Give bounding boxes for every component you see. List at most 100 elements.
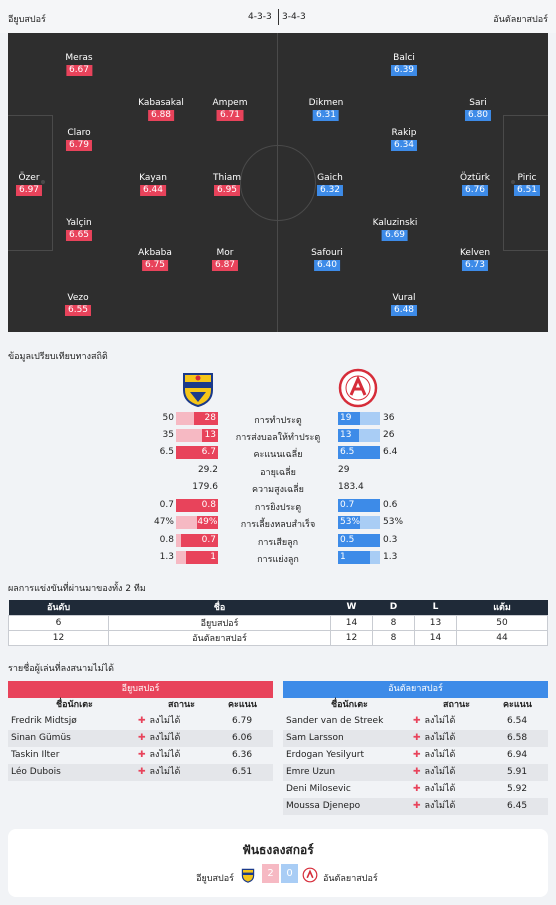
home-bar-fill: 6.7 bbox=[176, 446, 218, 459]
home-player[interactable]: Meras 6.67 bbox=[65, 52, 93, 76]
player-name: Kaluzinski bbox=[372, 218, 418, 228]
home-player[interactable]: Kayan 6.44 bbox=[139, 172, 167, 196]
player-rating: 6.51 bbox=[232, 767, 253, 777]
injury-cross-icon: ✚ bbox=[413, 733, 421, 743]
player-status: ลงไม่ได้ bbox=[424, 716, 456, 726]
player-rating: 6.80 bbox=[464, 110, 492, 121]
away-player[interactable]: Balci 6.39 bbox=[390, 52, 418, 76]
stat-label: การยิงประตู bbox=[254, 503, 302, 513]
lineup-header: อียูบสปอร์ 4-3-3 3-4-3 อันตัลยาสปอร์ bbox=[0, 0, 556, 33]
home-bar: 49% bbox=[176, 516, 218, 529]
list-item[interactable]: Léo Dubois ✚ ลงไม่ได้ 6.51 bbox=[8, 764, 273, 781]
home-bar-fill: 0.7 bbox=[181, 534, 218, 547]
home-player[interactable]: Ampem 6.71 bbox=[213, 97, 247, 121]
cell-points: 44 bbox=[456, 629, 548, 646]
home-avg: 6.5 bbox=[159, 447, 174, 457]
home-avg: 47% bbox=[153, 517, 174, 527]
away-bar: 1 bbox=[338, 551, 380, 564]
stat-row: 47% 49% การเลี้ยงหลบสำเร็จ 53% 53% bbox=[0, 516, 556, 530]
list-item[interactable]: Fredrik Midtsjø ✚ ลงไม่ได้ 6.79 bbox=[8, 713, 273, 730]
home-predicted-score: 2 bbox=[262, 864, 279, 883]
home-avg: 35 bbox=[162, 430, 174, 440]
away-bar-fill: 19 bbox=[338, 412, 361, 425]
away-player[interactable]: Safouri 6.40 bbox=[311, 247, 343, 271]
stats-section-title: ข้อมูลเปรียบเทียบทางสถิติ bbox=[8, 352, 108, 362]
col-w: W bbox=[330, 600, 373, 615]
away-team-name: อันตัลยาสปอร์ bbox=[493, 15, 548, 25]
home-player[interactable]: Özer 6.97 bbox=[15, 172, 43, 196]
player-rating: 6.58 bbox=[507, 733, 528, 743]
list-item[interactable]: Sander van de Streek ✚ ลงไม่ได้ 6.54 bbox=[283, 713, 548, 730]
away-injury-header: อันตัลยาสปอร์ bbox=[283, 681, 548, 698]
home-bar-fill: 49% bbox=[197, 516, 218, 529]
away-player[interactable]: Öztürk 6.76 bbox=[460, 172, 490, 196]
home-player[interactable]: Claro 6.79 bbox=[65, 127, 93, 151]
col-rank: อันดับ bbox=[8, 600, 109, 615]
player-rating: 6.06 bbox=[232, 733, 253, 743]
cell-d: 8 bbox=[372, 614, 415, 631]
away-avg: 1.3 bbox=[383, 552, 398, 562]
player-rating: 6.97 bbox=[15, 185, 43, 196]
stat-row: 0.7 0.8 การยิงประตู 0.7 0.6 bbox=[0, 499, 556, 513]
home-bar: 6.7 bbox=[176, 446, 218, 459]
away-player[interactable]: Dikmen 6.31 bbox=[309, 97, 343, 121]
list-item[interactable]: Sinan Gümüs ✚ ลงไม่ได้ 6.06 bbox=[8, 730, 273, 747]
home-player[interactable]: Mor 6.87 bbox=[211, 247, 239, 271]
cell-points: 50 bbox=[456, 614, 548, 631]
player-name: Sari bbox=[469, 98, 487, 108]
injury-cross-icon: ✚ bbox=[413, 801, 421, 811]
away-player[interactable]: Kelven 6.73 bbox=[460, 247, 490, 271]
away-player[interactable]: Gaich 6.32 bbox=[316, 172, 344, 196]
away-bar-fill: 0.7 bbox=[338, 499, 380, 512]
col-d: D bbox=[372, 600, 415, 615]
away-player[interactable]: Rakip 6.34 bbox=[390, 127, 418, 151]
away-player[interactable]: Vural 6.48 bbox=[390, 292, 418, 316]
home-player[interactable]: Kabasakal 6.88 bbox=[138, 97, 184, 121]
player-name: Safouri bbox=[311, 248, 343, 258]
stat-row: 50 28 การทำประตู 19 36 bbox=[0, 412, 556, 426]
injury-cross-icon: ✚ bbox=[138, 716, 146, 726]
away-player[interactable]: Piric 6.51 bbox=[513, 172, 541, 196]
home-player[interactable]: Thiam 6.95 bbox=[213, 172, 241, 196]
home-player[interactable]: Vezo 6.55 bbox=[64, 292, 92, 316]
player-name: Mor bbox=[216, 248, 234, 258]
home-bar: 0.8 bbox=[176, 499, 218, 512]
list-item[interactable]: Deni Milosevic ✚ ลงไม่ได้ 5.92 bbox=[283, 781, 548, 798]
player-rating: 6.75 bbox=[141, 260, 169, 271]
player-rating: 6.65 bbox=[65, 230, 93, 241]
player-name: Moussa Djenepo bbox=[286, 801, 361, 811]
player-rating: 6.48 bbox=[390, 305, 418, 316]
player-rating: 5.91 bbox=[507, 767, 528, 777]
col-points: แต้ม bbox=[456, 600, 548, 615]
prediction-home-team: อียูบสปอร์ bbox=[196, 874, 234, 884]
away-player[interactable]: Kaluzinski 6.69 bbox=[372, 217, 418, 241]
home-injury-list: อียูบสปอร์ ชื่อนักเตะ สถานะ คะแนน Fredri… bbox=[8, 681, 273, 781]
injury-columns: ชื่อนักเตะ สถานะ คะแนน bbox=[283, 698, 548, 713]
away-player[interactable]: Sari 6.80 bbox=[464, 97, 492, 121]
player-status: ลงไม่ได้ bbox=[424, 801, 456, 811]
cell-rank: 6 bbox=[8, 614, 109, 631]
list-item[interactable]: Emre Uzun ✚ ลงไม่ได้ 5.91 bbox=[283, 764, 548, 781]
home-player[interactable]: Yalçin 6.65 bbox=[65, 217, 93, 241]
prediction-title: ฟันธงลงสกอร์ bbox=[242, 843, 314, 857]
list-item[interactable]: Sam Larsson ✚ ลงไม่ได้ 6.58 bbox=[283, 730, 548, 747]
player-rating: 6.73 bbox=[461, 260, 489, 271]
away-team-logo-small bbox=[302, 867, 318, 886]
away-bar-fill: 0.5 bbox=[338, 534, 380, 547]
home-penalty-spot bbox=[41, 180, 45, 184]
center-circle bbox=[240, 145, 316, 221]
injury-cross-icon: ✚ bbox=[138, 767, 146, 777]
away-bar-fill: 53% bbox=[338, 516, 361, 529]
list-item[interactable]: Erdogan Yesilyurt ✚ ลงไม่ได้ 6.94 bbox=[283, 747, 548, 764]
stat-row: 0.8 0.7 การเสียลูก 0.5 0.3 bbox=[0, 534, 556, 548]
player-name: Vezo bbox=[67, 293, 89, 303]
list-item[interactable]: Moussa Djenepo ✚ ลงไม่ได้ 6.45 bbox=[283, 798, 548, 815]
col-rating: คะแนน bbox=[503, 700, 532, 710]
player-rating: 6.39 bbox=[390, 65, 418, 76]
player-name: Meras bbox=[65, 53, 93, 63]
home-player[interactable]: Akbaba 6.75 bbox=[138, 247, 172, 271]
player-name: Thiam bbox=[213, 173, 241, 183]
cell-l: 14 bbox=[414, 629, 457, 646]
list-item[interactable]: Taskin Ilter ✚ ลงไม่ได้ 6.36 bbox=[8, 747, 273, 764]
player-rating: 6.55 bbox=[64, 305, 92, 316]
